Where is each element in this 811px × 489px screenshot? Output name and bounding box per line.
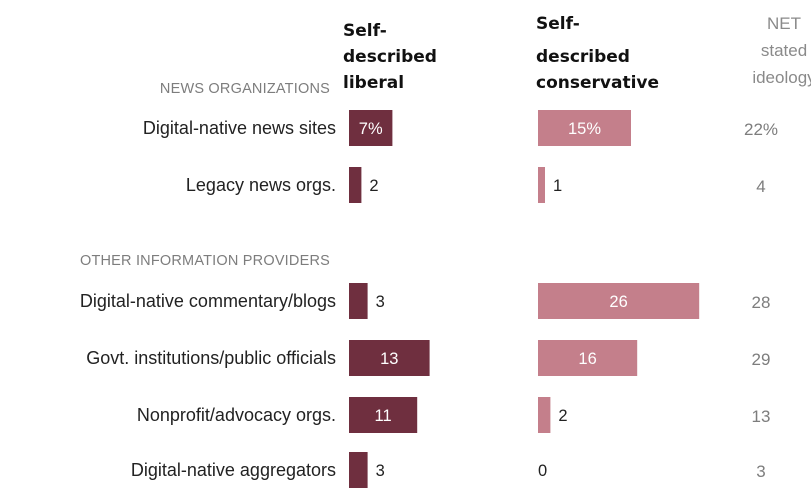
value-label-conservative: 15% (568, 120, 601, 138)
value-label-conservative: 26 (609, 293, 627, 311)
bar-liberal (349, 397, 418, 433)
value-label-liberal: 7% (359, 120, 383, 138)
header-conservative: Self- described conservative (536, 14, 659, 93)
category-label: Legacy news orgs. (186, 175, 336, 195)
value-label-net: 3 (756, 462, 765, 481)
bar-liberal (349, 452, 368, 488)
bar-liberal (349, 340, 430, 376)
header-liberal-line-3: liberal (343, 73, 404, 93)
bar-conservative (538, 283, 700, 319)
value-label-net: 22% (744, 120, 778, 139)
header-net: NET stated ideology (752, 14, 811, 87)
value-label-liberal: 3 (376, 462, 385, 480)
bar-conservative (538, 397, 551, 433)
header-liberal-line-2: described (343, 47, 437, 67)
value-label-liberal: 13 (380, 350, 398, 368)
category-label: Govt. institutions/public officials (86, 348, 336, 368)
category-label: Nonprofit/advocacy orgs. (137, 405, 336, 425)
category-label: Digital-native commentary/blogs (80, 291, 336, 311)
header-net-line-1: NET (767, 14, 801, 33)
value-label-net: 13 (752, 407, 771, 426)
value-label-liberal: 11 (375, 407, 392, 425)
value-label-liberal: 2 (369, 177, 378, 195)
bar-liberal (349, 110, 393, 146)
value-label-liberal: 3 (376, 293, 385, 311)
header-conservative-line-3: conservative (536, 73, 659, 93)
header-net-line-3: ideology (752, 68, 811, 87)
category-label: Digital-native aggregators (131, 460, 336, 480)
section-label-news-organizations: NEWS ORGANIZATIONS (160, 81, 330, 97)
chart-rows: Digital-native news sites 7% 15% 22% Legacy … (80, 110, 778, 488)
bar-conservative (538, 167, 545, 203)
bar-conservative (538, 340, 638, 376)
value-label-net: 29 (752, 350, 771, 369)
bar-liberal (349, 283, 368, 319)
value-label-net: 28 (752, 293, 771, 312)
header-liberal-line-1: Self- (343, 21, 387, 41)
header-conservative-line-1: Self- (536, 14, 580, 34)
header-liberal: Self- described liberal (343, 21, 437, 93)
value-label-net: 4 (756, 177, 765, 196)
header-conservative-line-2: described (536, 47, 630, 67)
value-label-conservative: 1 (553, 177, 562, 195)
category-label: Digital-native news sites (143, 118, 336, 138)
bar-liberal (349, 167, 362, 203)
bar-conservative (538, 110, 631, 146)
header-net-line-2: stated (761, 41, 807, 60)
value-label-conservative: 2 (558, 407, 567, 425)
value-label-conservative: 16 (578, 350, 596, 368)
section-label-other-providers: OTHER INFORMATION PROVIDERS (80, 253, 330, 269)
value-label-conservative: 0 (538, 462, 547, 480)
